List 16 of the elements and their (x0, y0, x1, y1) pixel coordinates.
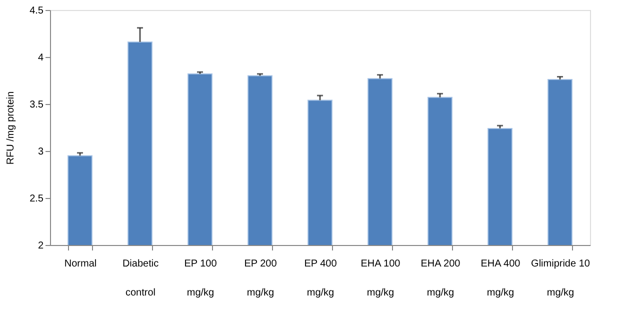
category-label: EP 400 mg/kg (304, 258, 337, 298)
category-label: EHA 200 mg/kg (420, 258, 460, 298)
y-tick-label: 2.5 (30, 194, 44, 204)
y-tick-label: 4 (38, 52, 44, 64)
category-label: EHA 400 mg/kg (480, 258, 520, 298)
category-label: EHA 100 mg/kg (360, 258, 400, 298)
y-tick-label: 3 (38, 146, 44, 158)
y-tick-label: 2 (38, 240, 44, 252)
y-tick-label: 3.5 (30, 100, 44, 110)
x-tick-label: Normal (64, 258, 97, 270)
category-label: EP 200 mg/kg (244, 258, 277, 298)
y-tick-label: 4.5 (30, 6, 44, 16)
category-label: Diabetic control (122, 258, 159, 298)
y-axis-title: RFU /mg protein (6, 91, 17, 165)
category-label: Glimipride 10 mg/kg (531, 258, 590, 298)
category-label: EP 100 mg/kg (184, 258, 217, 298)
